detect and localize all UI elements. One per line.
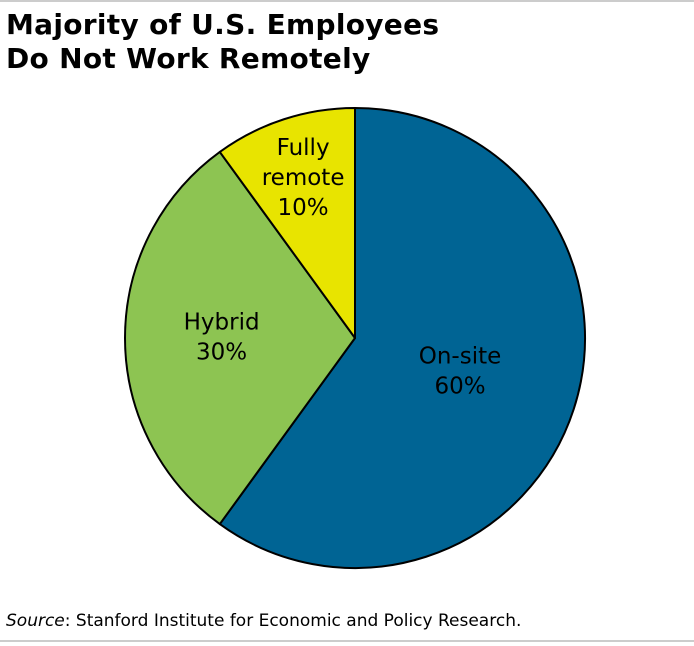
slice-label-hybrid: Hybrid 30% (184, 310, 260, 366)
pie-slice-on-site (218, 107, 586, 569)
chart-title: Majority of U.S. Employees Do Not Work R… (6, 8, 439, 76)
top-rule (0, 0, 694, 2)
pie-slice-fully-remote (218, 107, 356, 339)
slice-label-line: On-site (419, 344, 502, 370)
pie-slices (124, 107, 586, 569)
source-note: Source: Stanford Institute for Economic … (6, 610, 521, 632)
pie-labels: On-site 60% Hybrid 30% Fully remote 10% (184, 135, 502, 400)
source-label: Source (6, 611, 65, 631)
chart-title-line-2: Do Not Work Remotely (6, 42, 371, 75)
slice-label-line: Fully (277, 135, 330, 161)
slice-label-line: 60% (434, 374, 485, 400)
pie-slice-hybrid (124, 150, 356, 526)
slice-label-line: Hybrid (184, 310, 260, 336)
slice-label-line: 10% (278, 195, 329, 221)
chart-title-line-1: Majority of U.S. Employees (6, 8, 440, 41)
source-text: : Stanford Institute for Economic and Po… (64, 611, 522, 631)
slice-label-fully-remote: Fully remote 10% (262, 135, 345, 221)
slice-label-line: remote (262, 165, 345, 191)
bottom-rule (0, 640, 694, 642)
slice-label-line: 30% (196, 340, 247, 366)
slice-label-on-site: On-site 60% (419, 344, 502, 400)
